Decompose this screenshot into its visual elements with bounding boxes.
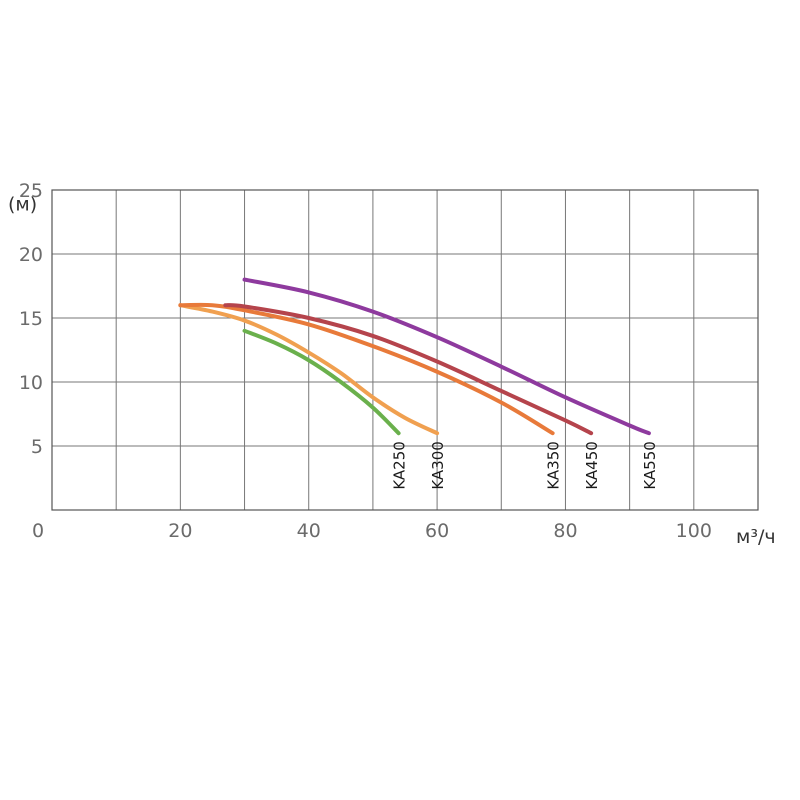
x-tick-label: 60 — [425, 520, 449, 542]
x-tick-label: 80 — [553, 520, 577, 542]
series-line-ka250 — [242, 328, 401, 436]
x-tick-label: 20 — [168, 520, 192, 542]
series-label-ka350: KA350 — [545, 441, 563, 489]
x-tick-label: 0 — [32, 520, 44, 542]
series-line-ka550 — [242, 277, 651, 436]
y-tick-label: 10 — [19, 372, 43, 394]
grid — [52, 190, 758, 510]
x-axis-unit-label: м³/ч — [736, 526, 776, 548]
series-line-ka450 — [223, 303, 594, 436]
series-label-ka550: KA550 — [641, 441, 659, 489]
series-line-ka300 — [178, 303, 440, 436]
plot-frame — [51, 189, 759, 511]
y-tick-label: 25 — [19, 180, 43, 202]
y-axis-unit-label: (м) — [8, 193, 37, 215]
y-tick-label: 5 — [31, 436, 43, 458]
tick-labels: 0 20 40 60 80 100 5 10 15 20 25 — [19, 180, 712, 542]
y-tick-label: 20 — [19, 244, 43, 266]
series-group: KA250 KA300 KA350 KA450 KA550 — [178, 277, 659, 490]
x-tick-label: 100 — [676, 520, 712, 542]
series-label-ka450: KA450 — [583, 441, 601, 489]
series-label-ka300: KA300 — [429, 441, 447, 489]
x-tick-label: 40 — [297, 520, 321, 542]
y-tick-label: 15 — [19, 308, 43, 330]
series-line-ka350 — [178, 302, 555, 436]
series-label-ka250: KA250 — [391, 441, 409, 489]
